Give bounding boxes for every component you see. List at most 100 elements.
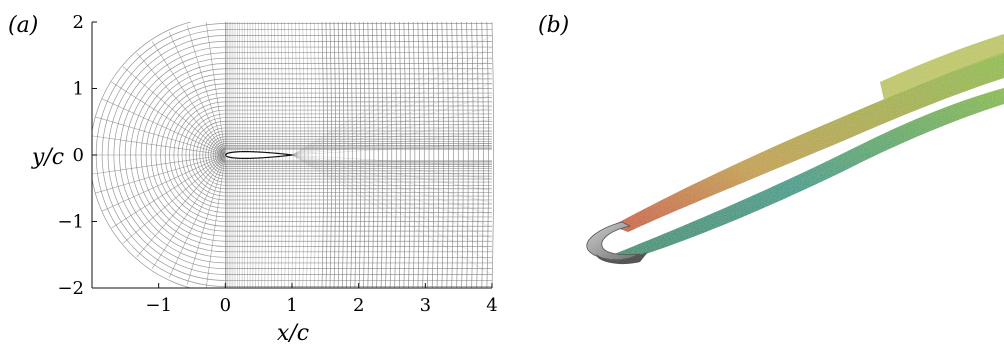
mesh-line (102, 98, 225, 155)
mesh-line (291, 22, 294, 288)
mesh-line (122, 155, 225, 244)
mesh-line (291, 130, 493, 156)
mesh-line (291, 154, 493, 204)
y-ticks: −2 −1 0 1 2 (57, 12, 97, 299)
x-tick-label: 0 (220, 295, 231, 316)
panel-a-label: (a) (8, 13, 38, 38)
mesh-line (92, 135, 225, 156)
mesh-line (306, 22, 309, 288)
mesh-line (186, 156, 226, 285)
mesh-line (371, 22, 375, 288)
mesh-line (412, 22, 416, 288)
mesh-line (446, 22, 449, 288)
mesh-line (291, 35, 493, 156)
mesh-line (291, 59, 493, 156)
mesh-line (376, 22, 379, 288)
mesh-line (186, 25, 226, 154)
mesh-line (291, 71, 493, 156)
mesh-line (317, 22, 320, 288)
mesh-line (491, 22, 494, 288)
mesh-line (95, 155, 225, 194)
mesh-line (136, 155, 225, 258)
mesh-line (136, 52, 225, 155)
mesh-line (111, 155, 225, 229)
x-tick-label: 4 (486, 295, 497, 316)
lower-wake-band (604, 88, 1004, 262)
x-tick-label: 1 (286, 295, 297, 316)
mesh-line (295, 22, 298, 288)
mesh-line (363, 22, 366, 288)
mesh-line (341, 22, 345, 288)
mesh-line (321, 22, 324, 288)
panel-a-mesh-plot: (a) −1 0 1 2 3 4 −2 −1 0 1 2 x/c y/c (8, 12, 498, 346)
mesh-line (205, 22, 226, 154)
mesh-line (346, 22, 349, 288)
mesh-line (92, 22, 193, 288)
x-tick-label: 3 (420, 295, 431, 316)
y-tick-label: −1 (57, 212, 84, 233)
mesh-line (95, 116, 225, 155)
airfoil-shape (224, 151, 293, 159)
mesh-line (291, 154, 493, 192)
mesh-line (302, 22, 305, 288)
mesh-line (403, 22, 406, 288)
mesh-line (417, 22, 420, 288)
mesh-line (298, 22, 301, 288)
mesh-line (122, 66, 225, 155)
mesh-line (291, 47, 493, 156)
mesh-line (350, 22, 353, 288)
y-tick-label: 1 (73, 79, 84, 100)
mesh-line (427, 22, 430, 288)
panel-b-label: (b) (538, 13, 569, 38)
mesh-line (481, 22, 484, 288)
mesh-line (168, 32, 226, 154)
panel-b-flow-visualization: (b) (538, 13, 1004, 265)
x-ticks: −1 0 1 2 3 4 (145, 283, 498, 316)
mesh-line (476, 22, 479, 288)
mesh-line (325, 22, 328, 288)
mesh-line (291, 154, 493, 251)
mesh-line (291, 106, 493, 156)
mesh-line (205, 156, 226, 288)
mesh-line (151, 41, 225, 155)
mesh-line (408, 22, 411, 288)
wake-visualization (604, 34, 1004, 262)
mesh-line (337, 22, 341, 288)
mesh-line (436, 22, 440, 288)
y-tick-label: −2 (57, 278, 84, 299)
mesh-line (151, 155, 225, 269)
mesh-line (398, 22, 402, 288)
mesh-line (354, 22, 357, 288)
mesh-line (168, 156, 226, 278)
airfoil-surface (586, 221, 641, 260)
mesh-line (389, 22, 393, 288)
mesh-line (291, 142, 493, 156)
mesh-line (385, 22, 388, 288)
mesh-line (394, 22, 397, 288)
upper-wake-band (612, 52, 1004, 232)
mesh-line (291, 154, 493, 263)
mesh-line (102, 155, 225, 212)
mesh-line (291, 154, 493, 228)
mesh-line (431, 22, 435, 288)
mesh-line (441, 22, 444, 288)
mesh-line (291, 154, 493, 275)
mesh-line (486, 22, 489, 288)
y-tick-label: 0 (73, 145, 84, 166)
upper-wake-outer (880, 34, 1004, 100)
mesh-line (422, 22, 425, 288)
x-tick-label: 2 (353, 295, 364, 316)
mesh-line (291, 154, 493, 216)
mesh-line (466, 22, 469, 288)
mesh-line (310, 22, 313, 288)
mesh-line (291, 154, 493, 180)
mesh-line (291, 94, 493, 156)
mesh-line (329, 22, 332, 288)
mesh-line (111, 81, 225, 155)
mesh-line (461, 22, 464, 288)
x-tick-label: −1 (145, 295, 172, 316)
x-axis-label: x/c (277, 321, 309, 346)
y-tick-label: 2 (73, 12, 84, 33)
y-axis-label: y/c (31, 145, 64, 170)
